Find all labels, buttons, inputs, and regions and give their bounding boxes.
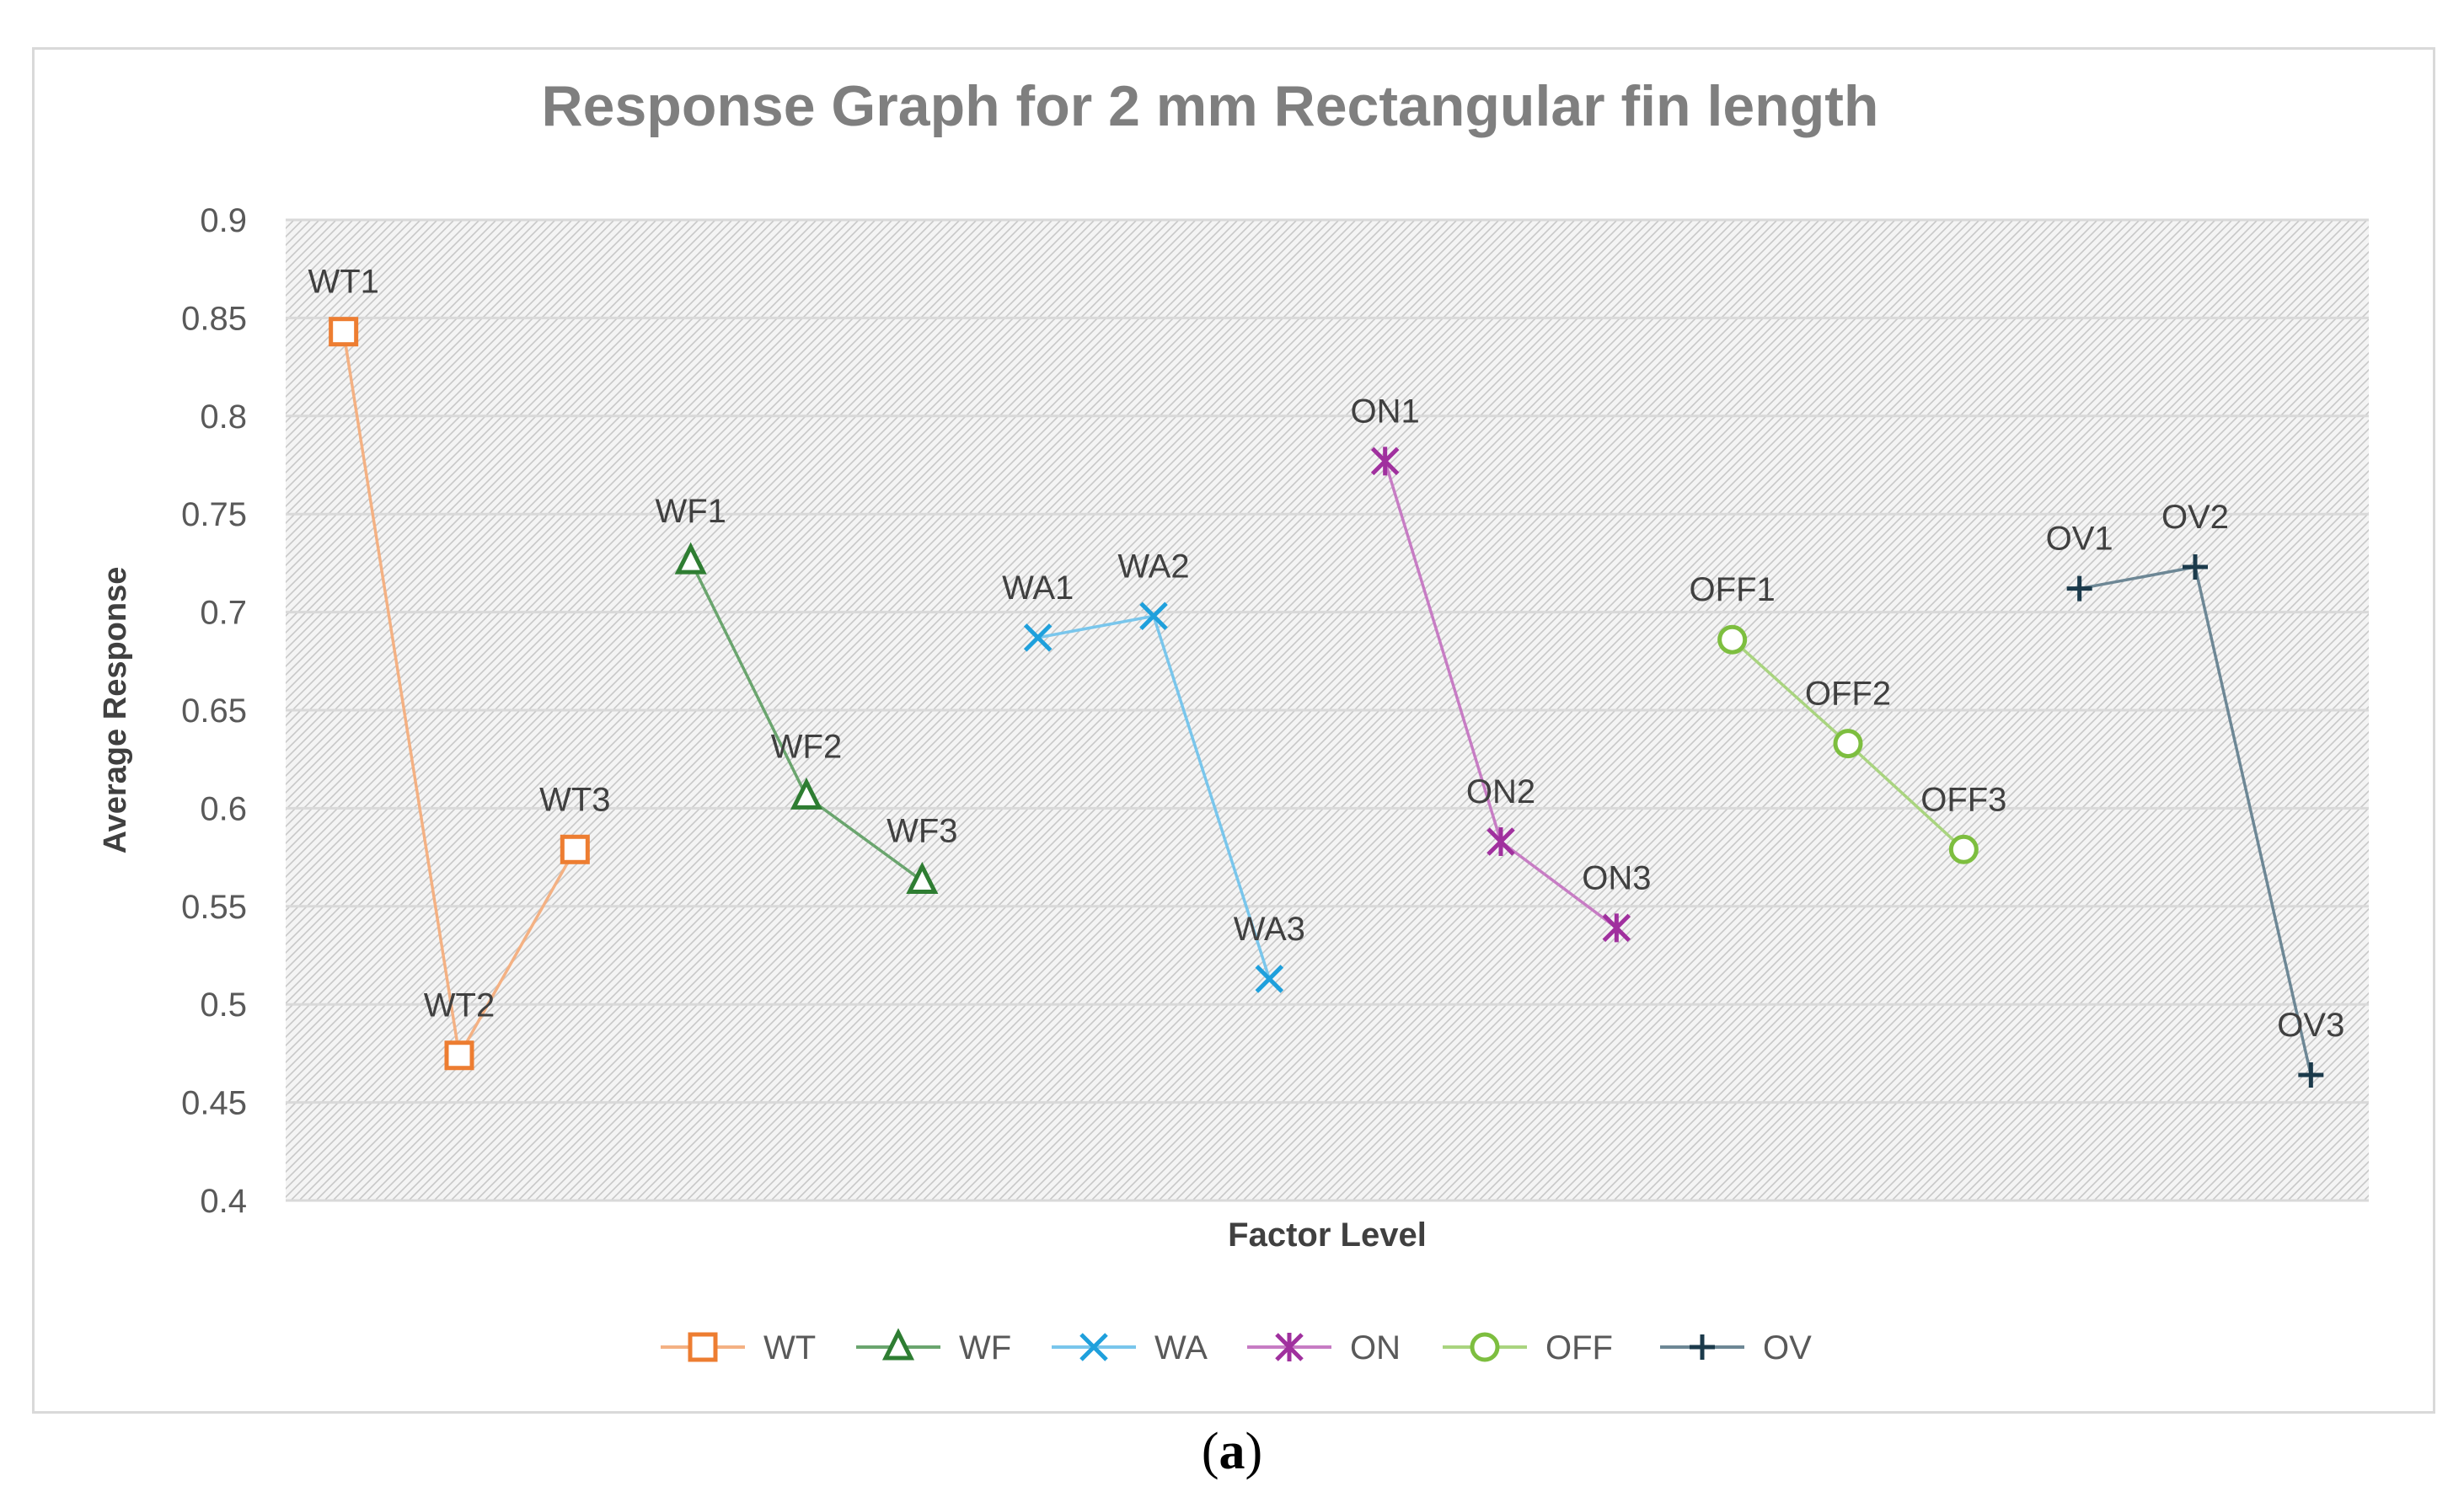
y-tick-label: 0.7: [200, 595, 247, 632]
data-label-on1: ON1: [1351, 393, 1420, 430]
point-labels: WT1 WT2 WT3 WF1 WF2 WF3 WA1 WA2 WA3 ON1 ON2 ON3 OFF1…: [308, 264, 2344, 1044]
y-tick-label: 0.6: [200, 790, 247, 827]
legend-label: OV: [1763, 1329, 1812, 1366]
data-label-wa3: WA3: [1234, 911, 1305, 948]
legend-item-ov: OV: [1660, 1329, 1812, 1366]
legend-label: WT: [763, 1329, 816, 1366]
legend-marker-on: [1275, 1333, 1304, 1361]
data-point-wt1: [329, 317, 359, 347]
chart-frame: Response Graph for 2 mm Rectangular fin …: [32, 47, 2435, 1414]
data-point-ov3: [2298, 1062, 2324, 1088]
y-tick-label: 0.45: [181, 1085, 247, 1122]
data-point-off3: [1948, 834, 1979, 864]
data-label-wf2: WF2: [771, 728, 842, 765]
data-point-wf3: [906, 861, 939, 895]
data-point-off2: [1833, 729, 1863, 759]
data-label-off3: OFF3: [1920, 781, 2006, 818]
legend-item-wf: WF: [856, 1328, 1011, 1366]
data-point-wa1: [1023, 623, 1053, 652]
x-axis-label: Factor Level: [1228, 1217, 1427, 1254]
legend-item-wa: WA: [1052, 1329, 1208, 1366]
data-point-on3: [1602, 913, 1631, 943]
y-tick-label: 0.85: [181, 300, 247, 337]
legend-item-on: ON: [1247, 1329, 1401, 1366]
data-label-on2: ON2: [1466, 773, 1535, 810]
data-point-on2: [1486, 826, 1515, 856]
data-label-off1: OFF1: [1690, 571, 1776, 608]
data-point-wt2: [444, 1040, 474, 1071]
caption-close: ): [1245, 1423, 1263, 1480]
data-point-ov2: [2183, 554, 2208, 580]
data-label-wa2: WA2: [1117, 548, 1189, 585]
gridlines: [286, 218, 2369, 1202]
data-label-ov1: OV1: [2046, 521, 2113, 558]
data-point-wa3: [1255, 965, 1284, 993]
legend: WT WF WA ON OFF OV: [661, 1328, 1812, 1366]
y-tick-label: 0.55: [181, 889, 247, 926]
legend-item-off: OFF: [1443, 1329, 1613, 1366]
legend-marker-off: [1470, 1332, 1500, 1362]
y-tick-label: 0.5: [200, 987, 247, 1024]
data-point-wf2: [790, 777, 823, 810]
legend-label: WA: [1154, 1329, 1208, 1366]
legend-item-wt: WT: [661, 1329, 816, 1366]
series-markers: [329, 317, 2324, 1088]
data-point-wa2: [1139, 602, 1168, 631]
data-label-wf3: WF3: [887, 813, 957, 850]
data-label-wt3: WT3: [539, 781, 610, 818]
legend-marker-wf: [881, 1328, 915, 1361]
y-axis-label: Average Response: [98, 567, 133, 854]
y-tick-label: 0.9: [200, 202, 247, 239]
figure-caption: (a): [0, 1422, 2464, 1482]
y-axis-ticks: 0.4 0.45 0.5 0.55 0.6 0.65 0.7 0.75 0.8 0.85 0.9: [181, 202, 247, 1220]
data-point-ov1: [2066, 575, 2092, 602]
data-label-wf1: WF1: [655, 493, 726, 530]
y-tick-label: 0.65: [181, 693, 247, 730]
legend-label: ON: [1350, 1329, 1401, 1366]
data-point-wt3: [560, 834, 590, 864]
legend-marker-wt: [688, 1332, 718, 1362]
y-tick-label: 0.75: [181, 496, 247, 533]
caption-open: (: [1201, 1423, 1219, 1480]
data-label-wa1: WA1: [1002, 570, 1074, 607]
legend-label: WF: [959, 1329, 1011, 1366]
data-label-ov3: OV3: [2277, 1007, 2344, 1044]
chart-title: Response Graph for 2 mm Rectangular fin …: [542, 74, 1879, 138]
caption-letter: a: [1219, 1423, 1245, 1480]
chart-svg: Response Graph for 2 mm Rectangular fin …: [98, 74, 2369, 1366]
data-label-wt1: WT1: [308, 264, 378, 301]
legend-label: OFF: [1545, 1329, 1613, 1366]
data-label-ov2: OV2: [2161, 499, 2229, 536]
data-point-wf1: [674, 542, 707, 575]
y-tick-label: 0.4: [200, 1183, 247, 1220]
data-label-wt2: WT2: [424, 987, 495, 1024]
y-tick-label: 0.8: [200, 398, 247, 436]
legend-marker-wa: [1079, 1333, 1108, 1361]
data-point-on1: [1370, 447, 1400, 476]
data-point-off1: [1717, 624, 1748, 655]
data-label-on3: ON3: [1582, 859, 1651, 896]
data-label-off2: OFF2: [1805, 676, 1891, 713]
legend-marker-ov: [1690, 1334, 1715, 1360]
